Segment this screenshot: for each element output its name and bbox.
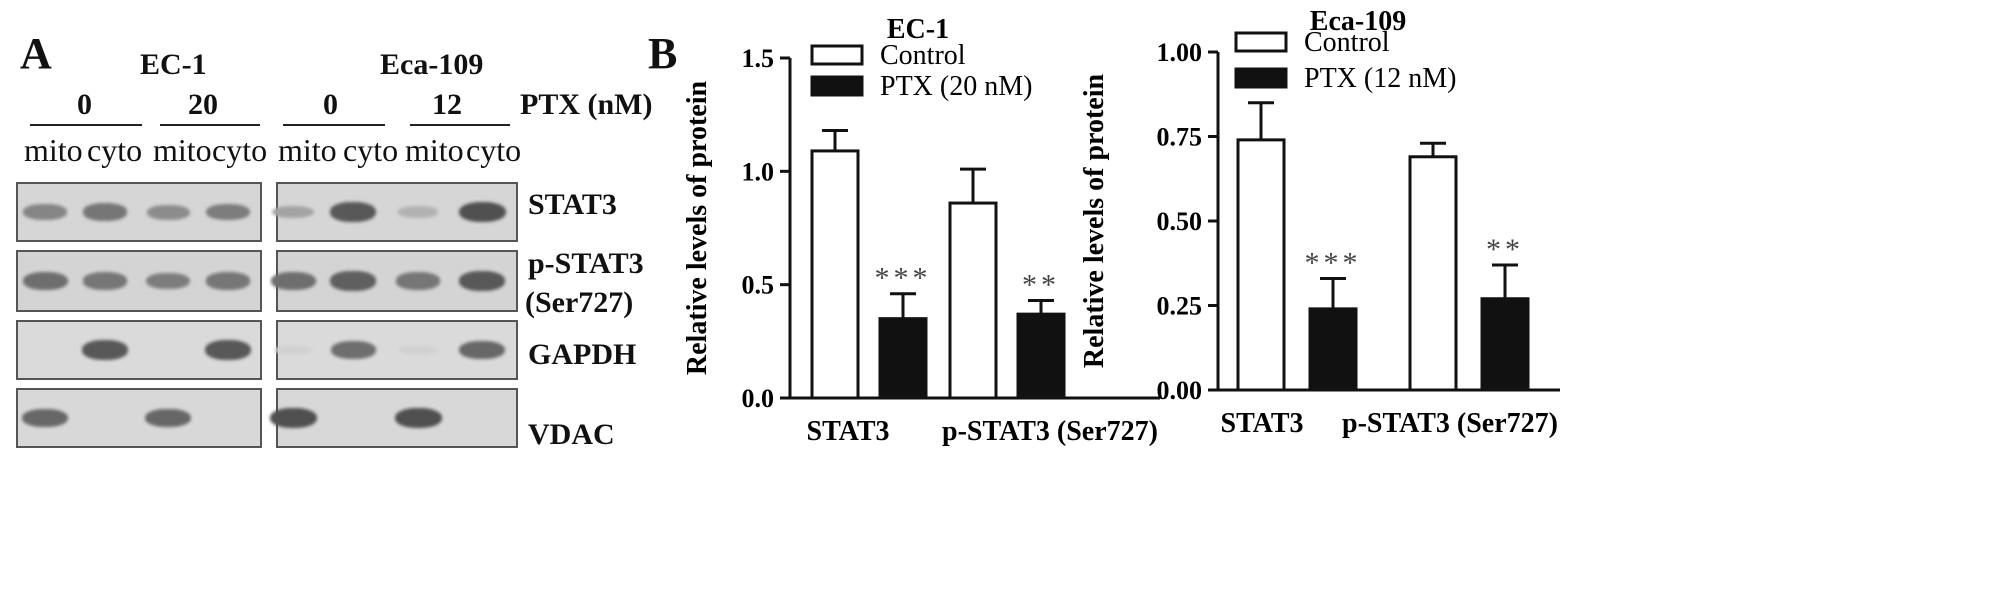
blot-band [273, 345, 313, 355]
chart-title: EC-1 [887, 14, 949, 45]
protein-label-gapdh: GAPDH [528, 338, 637, 371]
panel-a-letter: A [20, 29, 52, 78]
significance-label: *** [875, 262, 932, 295]
legend-label: Control [880, 40, 966, 71]
legend-label: Control [1304, 27, 1390, 58]
conc-label: 0 [323, 88, 338, 121]
blot-band [458, 201, 506, 223]
lane-label: mito [405, 132, 464, 168]
y-axis-label: Relative levels of protein [1079, 73, 1110, 368]
blot-band [205, 272, 251, 290]
blot-band [395, 272, 441, 290]
lane-label: cyto [466, 132, 522, 168]
underline [30, 124, 142, 126]
bar [1236, 138, 1286, 392]
blot-band [272, 205, 314, 219]
lane-label: mito [24, 132, 83, 168]
bar [1308, 307, 1358, 392]
y-tick-label: 1.0 [742, 157, 775, 186]
bar [948, 201, 998, 400]
y-tick-label: 1.5 [742, 44, 775, 73]
blot-band [82, 272, 128, 290]
blot-band [146, 204, 190, 220]
x-category-label: STAT3 [807, 416, 890, 447]
blot-band [330, 341, 376, 359]
significance-label: *** [1305, 246, 1362, 279]
legend-swatch [810, 75, 864, 97]
y-tick-label: 1.00 [1157, 38, 1203, 67]
conc-label: 0 [77, 88, 92, 121]
panel-b-letter: B [648, 29, 678, 78]
protein-label-pstat3: p-STAT3 [528, 247, 644, 280]
blot-band [459, 340, 505, 360]
y-tick-label: 0.5 [742, 271, 775, 300]
blot-band [145, 408, 191, 428]
blot-band [204, 340, 252, 360]
cell-line-eca109: Eca-109 [380, 48, 484, 81]
protein-label-vdac: VDAC [528, 418, 615, 451]
x-category-label: p-STAT3 (Ser727) [1342, 408, 1558, 439]
lane-label: cyto [212, 132, 268, 168]
bar [878, 317, 928, 400]
legend-label: PTX (20 nM) [880, 71, 1032, 102]
blot-band [458, 271, 506, 291]
y-tick-label: 0.50 [1157, 207, 1203, 236]
lane-label: cyto [87, 132, 143, 168]
underline [410, 124, 510, 126]
blot-band [206, 203, 250, 221]
bar [1408, 155, 1458, 392]
blot-band [397, 206, 439, 218]
cell-line-ec1: EC-1 [140, 48, 207, 81]
treatment-label: PTX (nM) [520, 88, 653, 121]
legend-swatch [1234, 67, 1288, 89]
underline [160, 124, 260, 126]
x-category-label: p-STAT3 (Ser727) [942, 416, 1158, 447]
y-tick-label: 0.75 [1157, 123, 1203, 152]
blot-band [146, 272, 190, 290]
x-category-label: STAT3 [1221, 408, 1304, 439]
bar [810, 149, 860, 400]
bar [1480, 297, 1530, 392]
blot-band [269, 407, 317, 429]
blot-band [398, 345, 438, 355]
underline [283, 124, 385, 126]
y-tick-label: 0.0 [742, 384, 775, 413]
bar [1016, 312, 1066, 400]
y-tick-label: 0.00 [1157, 376, 1203, 405]
chart-title: Eca-109 [1310, 6, 1406, 37]
blot-band [394, 407, 442, 429]
significance-label: ** [1486, 233, 1524, 266]
significance-label: ** [1022, 269, 1060, 302]
lane-label: mito [153, 132, 212, 168]
legend-swatch [1234, 31, 1288, 53]
protein-label-stat3: STAT3 [528, 188, 617, 221]
legend-swatch [810, 44, 864, 66]
blot-band [22, 408, 68, 428]
y-axis-label: Relative levels of protein [682, 80, 713, 375]
conc-label: 12 [432, 88, 462, 121]
blot-band [330, 271, 376, 291]
protein-label-ser727: (Ser727) [525, 286, 634, 319]
blot-band [23, 204, 67, 220]
lane-label: cyto [343, 132, 399, 168]
legend-label: PTX (12 nM) [1304, 63, 1456, 94]
blot-band [22, 272, 68, 290]
conc-label: 20 [188, 88, 218, 121]
blot-band [81, 340, 129, 360]
blot-band [82, 203, 128, 221]
y-tick-label: 0.25 [1157, 292, 1203, 321]
blot-band [329, 202, 377, 222]
lane-label: mito [278, 132, 337, 168]
blot-band [270, 272, 316, 290]
